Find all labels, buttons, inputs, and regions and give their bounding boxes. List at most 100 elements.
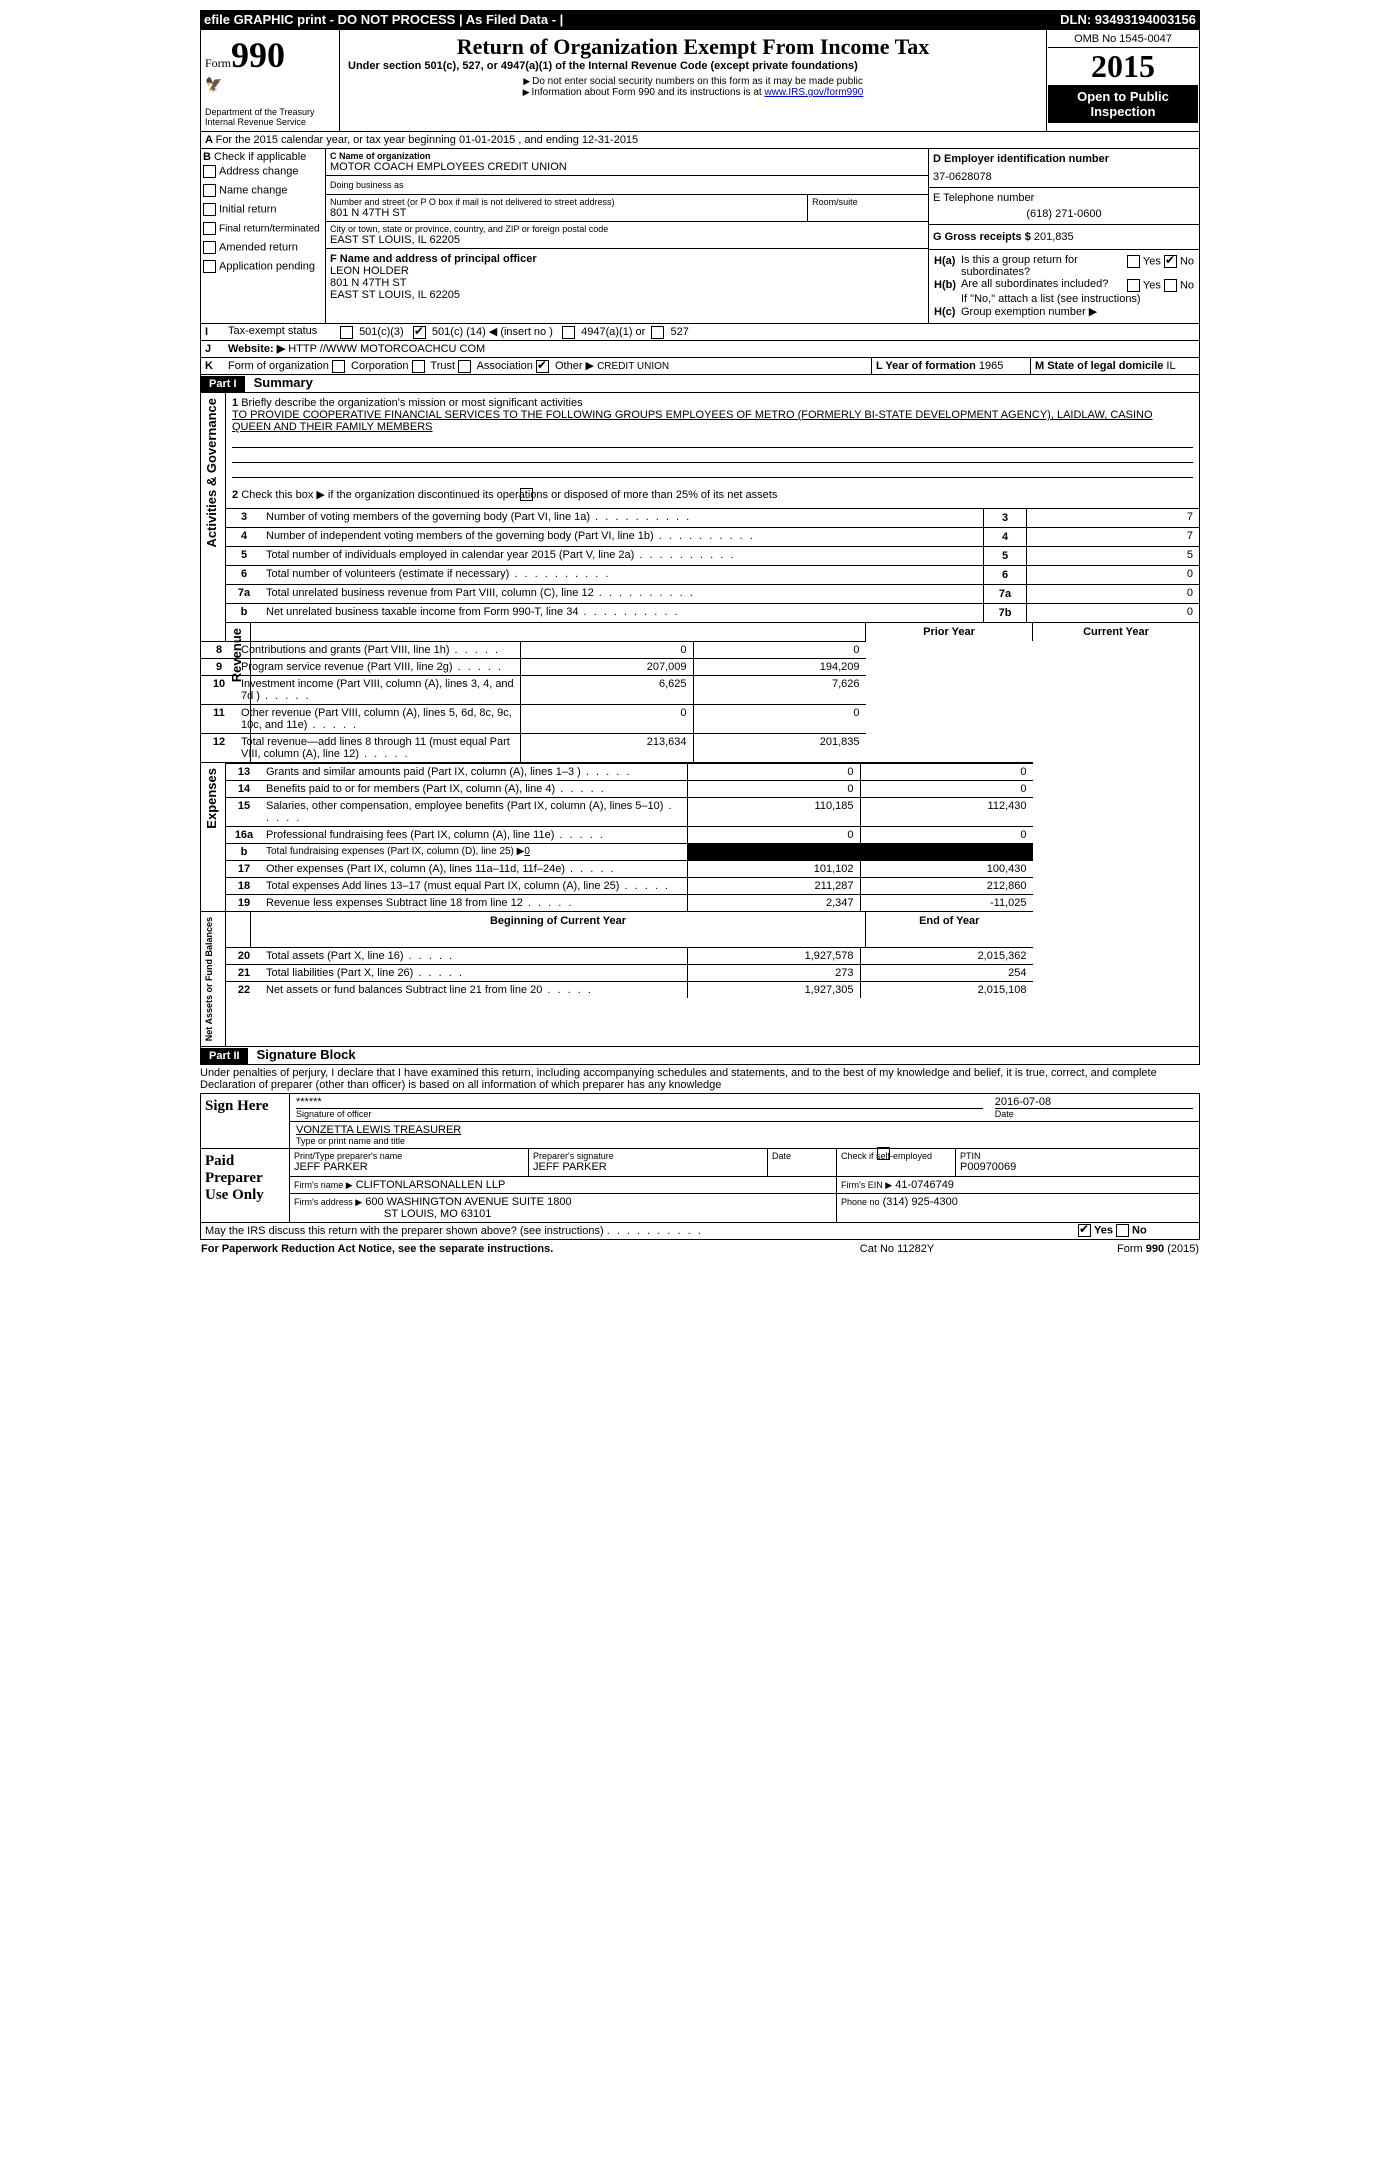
self-employed-checkbox[interactable] — [877, 1147, 890, 1160]
application-pending-checkbox[interactable] — [203, 260, 216, 273]
side-revenue: Revenue — [227, 624, 249, 686]
m-value: IL — [1166, 360, 1175, 372]
line-box: 3 — [984, 508, 1027, 527]
q1-text: TO PROVIDE COOPERATIVE FINANCIAL SERVICE… — [232, 409, 1153, 433]
irs-link[interactable]: www.IRS.gov/form990 — [764, 87, 863, 98]
part-ii-label: Part II — [201, 1048, 248, 1064]
sig-date: 2016-07-08 — [995, 1096, 1193, 1108]
current-value: 212,860 — [860, 877, 1033, 894]
hb-no-checkbox[interactable] — [1164, 279, 1177, 292]
line-text: Total liabilities (Part X, line 26) — [262, 964, 687, 981]
j-label: Website: ▶ — [228, 343, 285, 355]
current-value: 112,430 — [860, 797, 1033, 826]
opt-527: 527 — [671, 326, 689, 338]
line-no: 3 — [226, 508, 262, 527]
line-value: 7 — [1027, 508, 1200, 527]
ha-text: Is this a group return for subordinates? — [957, 254, 1126, 278]
ha-no-checkbox[interactable] — [1164, 255, 1177, 268]
line-no: 13 — [226, 763, 262, 780]
501c-checkbox[interactable] — [413, 326, 426, 339]
omb-number: OMB No 1545-0047 — [1048, 31, 1198, 48]
current-value: 0 — [860, 763, 1033, 780]
opt-address-change: Address change — [219, 165, 299, 177]
firm-name-label: Firm's name ▶ — [294, 1180, 353, 1190]
assoc-checkbox[interactable] — [458, 360, 471, 373]
current-value: 100,430 — [860, 860, 1033, 877]
other-checkbox[interactable] — [536, 360, 549, 373]
opt-other: Other ▶ — [555, 360, 594, 372]
line-text: Total number of individuals employed in … — [262, 546, 984, 565]
ptin-label: PTIN — [960, 1151, 1195, 1161]
prior-value: 2,347 — [687, 894, 860, 911]
org-name: MOTOR COACH EMPLOYEES CREDIT UNION — [330, 161, 924, 173]
prep-sig-label: Preparer's signature — [533, 1151, 763, 1161]
ha-yes-checkbox[interactable] — [1127, 255, 1140, 268]
prior-value: 0 — [687, 826, 860, 843]
line-text: Total number of volunteers (estimate if … — [262, 565, 984, 584]
firm-name: CLIFTONLARSONALLEN LLP — [356, 1179, 506, 1191]
hb-no: No — [1180, 279, 1194, 291]
current-value: 0 — [693, 641, 866, 658]
sig-stars: ****** — [296, 1096, 983, 1108]
ha-yes: Yes — [1143, 255, 1161, 267]
side-expenses: Expenses — [202, 764, 224, 833]
part-ii-title: Signature Block — [251, 1047, 356, 1062]
name-change-checkbox[interactable] — [203, 184, 216, 197]
part-i-label: Part I — [201, 376, 245, 392]
line-no: 14 — [226, 780, 262, 797]
opt-501c-post: ) ◀ (insert no ) — [482, 326, 553, 338]
firm-ein-label: Firm's EIN ▶ — [841, 1180, 892, 1190]
current-value: 0 — [693, 704, 866, 733]
room-label: Room/suite — [812, 197, 924, 207]
line-value: 0 — [1027, 603, 1200, 622]
final-return-checkbox[interactable] — [203, 222, 216, 235]
trust-checkbox[interactable] — [412, 360, 425, 373]
line-value: 5 — [1027, 546, 1200, 565]
line-no: 17 — [226, 860, 262, 877]
amended-return-checkbox[interactable] — [203, 241, 216, 254]
section-a: A For the 2015 calendar year, or tax yea… — [200, 132, 1200, 149]
form-footer: Form 990 (2015) — [1117, 1243, 1199, 1255]
hb-yes-checkbox[interactable] — [1127, 279, 1140, 292]
phone-value: (618) 271-0600 — [933, 208, 1195, 220]
501c3-checkbox[interactable] — [340, 326, 353, 339]
discuss-yes-checkbox[interactable] — [1078, 1224, 1091, 1237]
line-no: 18 — [226, 877, 262, 894]
firm-ein: 41-0746749 — [895, 1179, 954, 1191]
line-text: Total revenue—add lines 8 through 11 (mu… — [237, 733, 520, 762]
line-no: 21 — [226, 964, 262, 981]
4947-checkbox[interactable] — [562, 326, 575, 339]
address-change-checkbox[interactable] — [203, 165, 216, 178]
line-text: Total expenses Add lines 13–17 (must equ… — [262, 877, 687, 894]
irs-label: Internal Revenue Service — [205, 117, 335, 127]
part-i-body: Activities & Governance 1 Briefly descri… — [200, 393, 1200, 1047]
efile-top-bar: efile GRAPHIC print - DO NOT PROCESS | A… — [200, 10, 1200, 29]
sig-officer-label: Signature of officer — [296, 1108, 983, 1119]
527-checkbox[interactable] — [651, 326, 664, 339]
discuss-no: No — [1132, 1224, 1147, 1236]
line-no: 4 — [226, 527, 262, 546]
prior-value: 6,625 — [520, 675, 693, 704]
line-text: Total unrelated business revenue from Pa… — [262, 584, 984, 603]
q2-text: Check this box ▶ if the organization dis… — [241, 489, 777, 501]
line-text: Other expenses (Part IX, column (A), lin… — [262, 860, 687, 877]
prior-value: 211,287 — [687, 877, 860, 894]
line-no: 11 — [201, 704, 237, 733]
firm-addr1: 600 WASHINGTON AVENUE SUITE 1800 — [365, 1196, 571, 1208]
q2-checkbox[interactable] — [520, 488, 533, 501]
prior-value: 213,634 — [520, 733, 693, 762]
firm-addr2: ST LOUIS, MO 63101 — [294, 1208, 832, 1220]
line-text: Grants and similar amounts paid (Part IX… — [262, 763, 687, 780]
initial-return-checkbox[interactable] — [203, 203, 216, 216]
line-no: 6 — [226, 565, 262, 584]
corp-checkbox[interactable] — [332, 360, 345, 373]
form-number-block: Form990 — [205, 34, 335, 76]
ptin-value: P00970069 — [960, 1161, 1195, 1173]
line-box: 4 — [984, 527, 1027, 546]
form-title: Return of Organization Exempt From Incom… — [348, 34, 1038, 60]
line-no: 19 — [226, 894, 262, 911]
current-value: 7,626 — [693, 675, 866, 704]
header-details: B Check if applicable Address change Nam… — [200, 149, 1200, 324]
discuss-no-checkbox[interactable] — [1116, 1224, 1129, 1237]
line-text: Investment income (Part VIII, column (A)… — [237, 675, 520, 704]
